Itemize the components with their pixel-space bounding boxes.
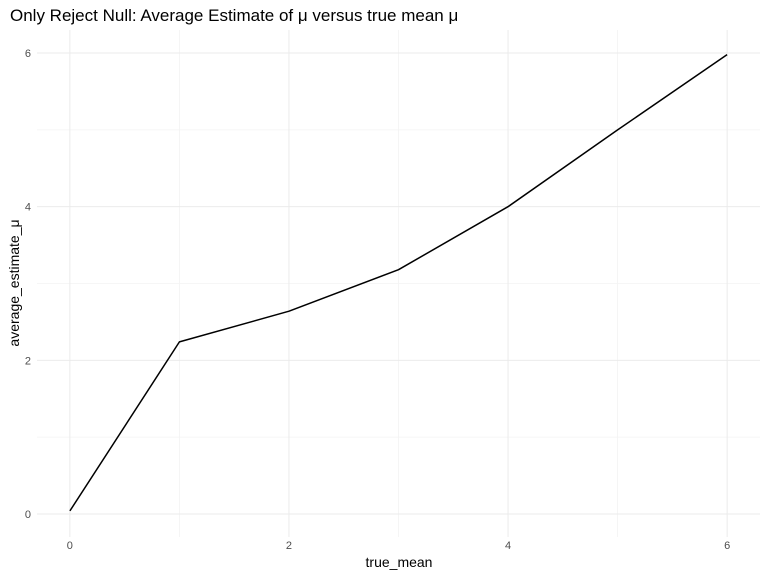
y-axis-ticks: 0 2 4 6 bbox=[25, 48, 31, 521]
series-layer bbox=[69, 53, 728, 512]
y-axis-label: average_estimate_μ bbox=[6, 219, 22, 346]
x-tick-label: 4 bbox=[505, 540, 511, 552]
y-tick-label: 4 bbox=[25, 202, 31, 214]
x-tick-label: 6 bbox=[724, 540, 730, 552]
minor-gridlines bbox=[37, 30, 760, 537]
y-tick-label: 2 bbox=[25, 355, 31, 367]
x-axis-ticks: 0 2 4 6 bbox=[67, 540, 730, 552]
x-axis-label: true_mean bbox=[366, 554, 433, 570]
x-tick-label: 2 bbox=[286, 540, 292, 552]
y-tick-label: 0 bbox=[25, 509, 31, 521]
chart-title: Only Reject Null: Average Estimate of μ … bbox=[10, 6, 458, 25]
series-line bbox=[69, 53, 728, 512]
y-tick-label: 6 bbox=[25, 48, 31, 60]
major-gridlines bbox=[37, 30, 760, 537]
x-tick-label: 0 bbox=[67, 540, 73, 552]
